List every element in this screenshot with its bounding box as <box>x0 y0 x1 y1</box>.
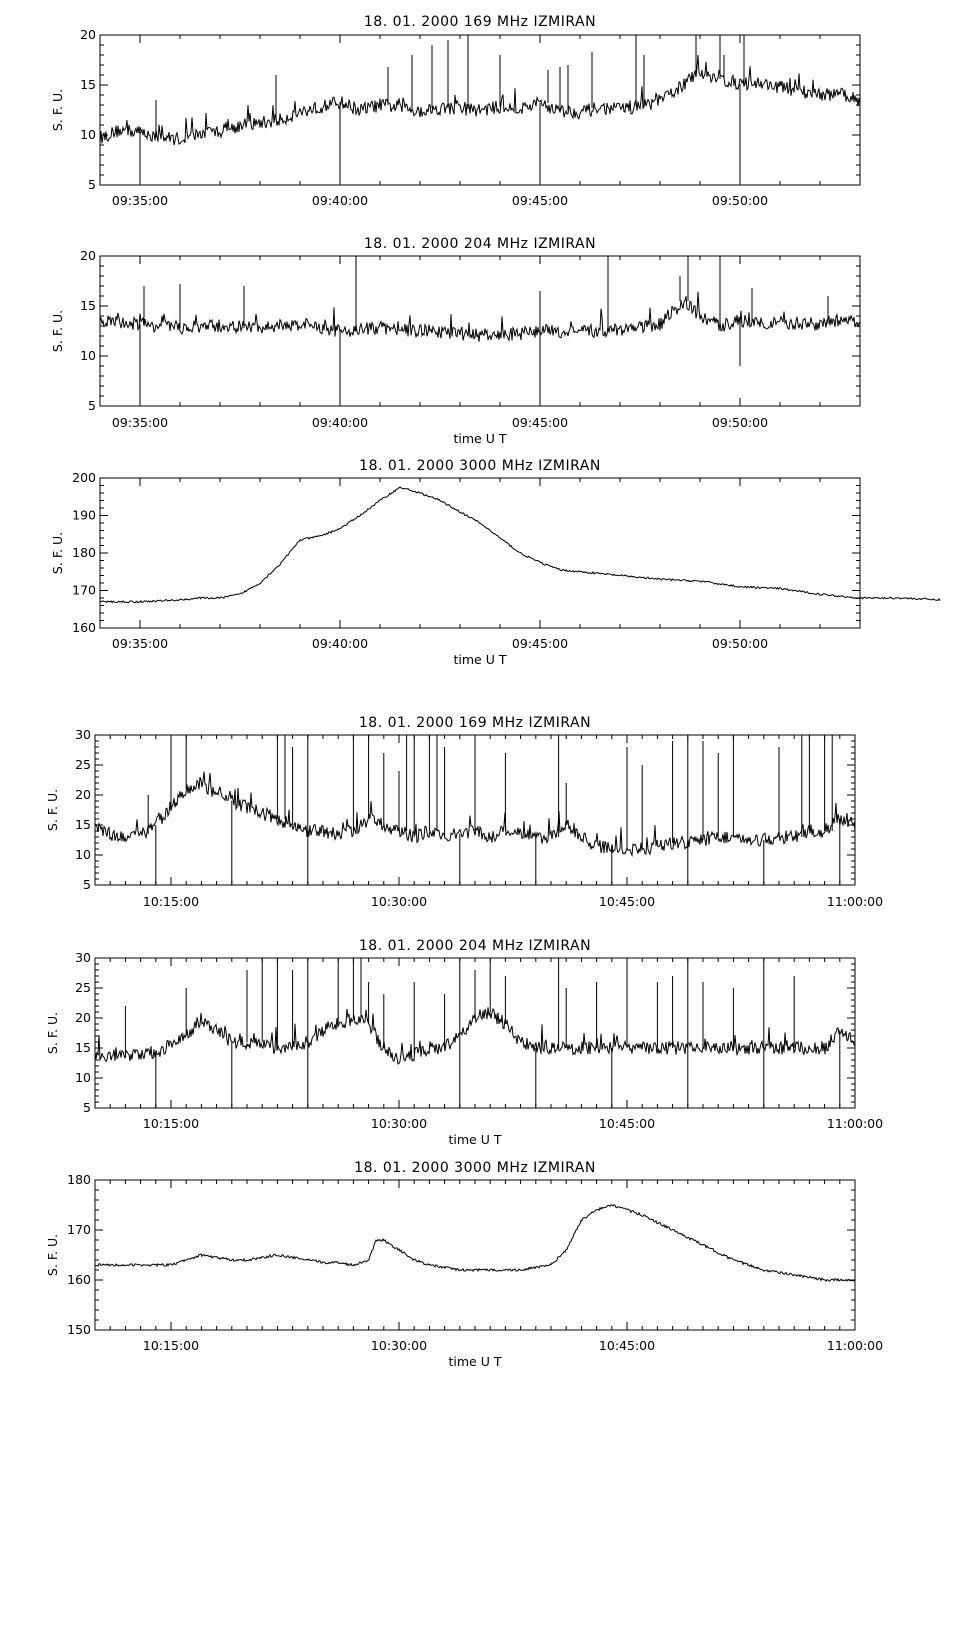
y-axis-label: S. F. U. <box>45 1012 60 1054</box>
y-tick-label: 5 <box>83 1100 91 1115</box>
signal-trace <box>94 771 856 858</box>
y-tick-label: 15 <box>80 298 96 313</box>
y-tick-label: 20 <box>80 27 96 42</box>
x-tick-label: 10:30:00 <box>371 1338 427 1353</box>
chart-panel-3: 18. 01. 2000 3000 MHz IZMIRAN 160 170 180 19… <box>50 458 941 667</box>
y-tick-label: 180 <box>72 545 96 560</box>
y-tick-label: 25 <box>75 757 91 772</box>
chart-title: 18. 01. 2000 169 MHz IZMIRAN <box>364 14 596 30</box>
y-tick-label: 10 <box>80 348 96 363</box>
chart-title: 18. 01. 2000 3000 MHz IZMIRAN <box>354 1160 596 1176</box>
signal-trace <box>99 486 941 604</box>
signal-trace <box>99 291 861 342</box>
x-tick-label: 10:45:00 <box>599 1338 655 1353</box>
x-axis-label: time U T <box>454 431 507 446</box>
y-tick-label: 160 <box>67 1272 91 1287</box>
y-axis-label: S. F. U. <box>50 310 65 352</box>
plot-frame <box>99 34 861 186</box>
y-tick-label: 25 <box>75 980 91 995</box>
y-tick-label: 20 <box>80 248 96 263</box>
y-tick-label: 170 <box>72 583 96 598</box>
x-tick-label: 11:00:00 <box>827 894 883 909</box>
x-tick-label: 10:45:00 <box>599 1116 655 1131</box>
plot-frame <box>99 477 861 629</box>
y-tick-label: 5 <box>88 177 96 192</box>
x-tick-label: 09:40:00 <box>312 193 368 208</box>
y-tick-label: 170 <box>67 1222 91 1237</box>
chart-panel-5: 18. 01. 2000 204 MHz IZMIRAN 5 10 15 20 25 30 1… <box>45 938 883 1147</box>
chart-panel-1: 18. 01. 2000 169 MHz IZMIRAN 5 10 15 20 09:35… <box>50 14 861 208</box>
y-tick-label: 15 <box>75 817 91 832</box>
y-axis-label: S. F. U. <box>45 789 60 831</box>
y-tick-label: 10 <box>80 127 96 142</box>
y-tick-label: 20 <box>75 1010 91 1025</box>
y-tick-label: 20 <box>75 787 91 802</box>
x-tick-label: 10:15:00 <box>143 1116 199 1131</box>
chart-panel-6: 18. 01. 2000 3000 MHz IZMIRAN 150 160 170 18… <box>45 1160 883 1369</box>
y-tick-label: 150 <box>67 1322 91 1337</box>
x-tick-label: 09:45:00 <box>512 636 568 651</box>
y-axis-label: S. F. U. <box>50 89 65 131</box>
y-tick-label: 30 <box>75 727 91 742</box>
x-tick-label: 10:30:00 <box>371 894 427 909</box>
x-tick-label: 09:35:00 <box>112 636 168 651</box>
signal-trace <box>94 1203 856 1282</box>
y-tick-label: 5 <box>83 877 91 892</box>
x-axis-label: time U T <box>449 1354 502 1369</box>
chart-title: 18. 01. 2000 204 MHz IZMIRAN <box>359 938 591 954</box>
x-tick-label: 09:35:00 <box>112 415 168 430</box>
y-axis-label: S. F. U. <box>50 532 65 574</box>
chart-panel-4: 18. 01. 2000 169 MHz IZMIRAN 5 10 15 20 25 30 1… <box>45 715 883 909</box>
x-tick-label: 10:15:00 <box>143 894 199 909</box>
y-tick-label: 5 <box>88 398 96 413</box>
x-tick-label: 09:50:00 <box>712 636 768 651</box>
x-axis-label: time U T <box>454 652 507 667</box>
plot-frame <box>94 1179 856 1331</box>
x-tick-label: 09:50:00 <box>712 415 768 430</box>
y-tick-label: 180 <box>67 1172 91 1187</box>
x-tick-label: 09:35:00 <box>112 193 168 208</box>
x-tick-label: 09:40:00 <box>312 415 368 430</box>
x-tick-label: 11:00:00 <box>827 1338 883 1353</box>
y-tick-label: 30 <box>75 950 91 965</box>
chart-panel-2: 18. 01. 2000 204 MHz IZMIRAN 5 10 15 20 09:35… <box>50 236 861 446</box>
x-tick-label: 09:50:00 <box>712 193 768 208</box>
y-axis-label: S. F. U. <box>45 1234 60 1276</box>
x-tick-label: 10:15:00 <box>143 1338 199 1353</box>
chart-title: 18. 01. 2000 3000 MHz IZMIRAN <box>359 458 601 474</box>
x-tick-label: 10:30:00 <box>371 1116 427 1131</box>
plot-frame <box>99 255 861 407</box>
x-tick-label: 09:45:00 <box>512 193 568 208</box>
x-tick-label: 09:40:00 <box>312 636 368 651</box>
y-tick-label: 15 <box>80 77 96 92</box>
signal-trace <box>99 55 861 146</box>
y-tick-label: 10 <box>75 1070 91 1085</box>
chart-title: 18. 01. 2000 204 MHz IZMIRAN <box>364 236 596 252</box>
y-tick-label: 10 <box>75 847 91 862</box>
x-tick-label: 09:45:00 <box>512 415 568 430</box>
y-tick-label: 190 <box>72 508 96 523</box>
y-tick-label: 200 <box>72 470 96 485</box>
y-tick-label: 160 <box>72 620 96 635</box>
x-tick-label: 11:00:00 <box>827 1116 883 1131</box>
x-axis-label: time U T <box>449 1132 502 1147</box>
x-tick-label: 10:45:00 <box>599 894 655 909</box>
chart-title: 18. 01. 2000 169 MHz IZMIRAN <box>359 715 591 731</box>
y-tick-label: 15 <box>75 1040 91 1055</box>
